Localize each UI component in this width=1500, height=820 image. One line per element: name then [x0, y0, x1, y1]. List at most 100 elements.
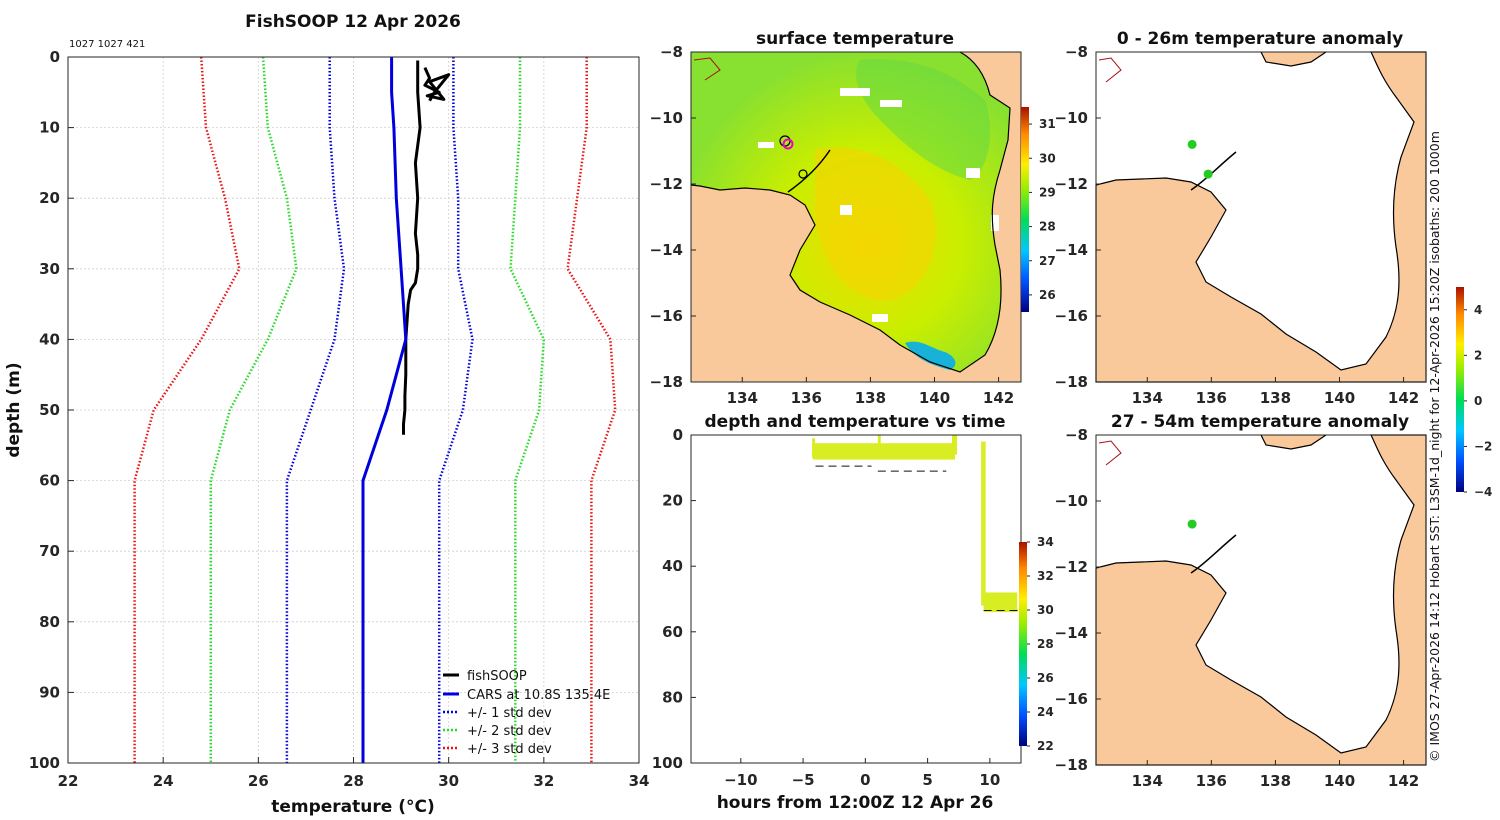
colorbar-label: −4: [1474, 485, 1492, 499]
map-y-label: −18: [1055, 373, 1088, 391]
y-tick-label: 100: [29, 754, 60, 772]
x-tick-label: 32: [533, 772, 554, 790]
x-tick-label: 26: [248, 772, 269, 790]
map-y-label: −10: [1055, 109, 1088, 127]
profile-grid: [67, 56, 640, 764]
map-y-label: −18: [650, 373, 683, 391]
sst-gulf-blue: [905, 341, 956, 370]
map-x-label: 138: [1260, 389, 1291, 407]
y-tick-label: 20: [39, 189, 60, 207]
cloud-gap: [880, 100, 902, 107]
cloud-gap: [991, 215, 999, 231]
cloud-gap: [966, 168, 980, 178]
sst-map: [690, 51, 1029, 383]
dt-spike: [812, 438, 816, 458]
anom2-map: 134 136 138 140 142 −8 −10 −12 −14 −16 −18: [1055, 426, 1427, 790]
dt-y-label: 60: [662, 623, 683, 641]
legend-label-fishsoop: fishSOOP: [467, 669, 527, 684]
anom-peninsula: [1190, 534, 1237, 574]
depth-time-frame: [690, 434, 1022, 764]
dt-segment-surface: [813, 443, 955, 460]
sst-ticks: 134 136 138 140 142 −8 −10 −12 −14 −16 −18 26 27 28 29…: [650, 43, 1056, 407]
series-line-1: [423, 66, 451, 102]
colorbar-label: 31: [1039, 117, 1056, 131]
map-x-label: 136: [791, 389, 822, 407]
y-tick-label: 70: [39, 542, 60, 560]
map-y-label: −10: [650, 109, 683, 127]
dt-spike: [952, 435, 957, 455]
anom-land: [1095, 51, 1427, 383]
colorbar-label: −2: [1474, 439, 1492, 453]
profile-legend: fishSOOP CARS at 10.8S 135.4E +/- 1 std …: [443, 669, 610, 757]
sst-river: [693, 57, 721, 81]
anom-north-land: [1260, 434, 1327, 450]
anom-point: [1187, 139, 1197, 149]
y-tick-label: 50: [39, 401, 60, 419]
header-numbers: 1027 1027 421: [69, 39, 145, 50]
map-x-label: 142: [1388, 389, 1419, 407]
anom-point: [1203, 169, 1213, 179]
anom1-title: 0 - 26m temperature anomaly: [1117, 29, 1403, 49]
map-x-label: 136: [1196, 389, 1227, 407]
map-y-label: −8: [660, 43, 683, 61]
dt-x-label: −5: [792, 771, 815, 789]
legend-label-std2: +/- 2 std dev: [467, 724, 552, 739]
map-y-label: −14: [1055, 241, 1088, 259]
side-note: © IMOS 27-Apr-2026 14:12 Hobart SST: L3S…: [1427, 131, 1442, 762]
anom-river: [1098, 440, 1122, 466]
colorbar-label: 28: [1037, 637, 1054, 651]
map-y-label: −14: [1055, 624, 1088, 642]
map-y-label: −16: [1055, 690, 1088, 708]
dt-y-label: 0: [673, 426, 683, 444]
dt-x-label: 10: [979, 771, 1000, 789]
depth-time-colorbar: [1019, 542, 1027, 746]
dt-segment-bottom: [983, 592, 1018, 613]
colorbar-label: 29: [1039, 185, 1056, 199]
map-x-label: 134: [1132, 389, 1163, 407]
series-line-3: [437, 57, 474, 763]
y-tick-label: 90: [39, 683, 60, 701]
depth-time-xlabel: hours from 12:00Z 12 Apr 26: [717, 793, 994, 813]
anom-point: [1187, 519, 1197, 529]
y-tick-label: 30: [39, 260, 60, 278]
x-tick-label: 34: [629, 772, 650, 790]
dt-y-label: 80: [662, 688, 683, 706]
colorbar-label: 2: [1474, 348, 1482, 362]
y-tick-label: 10: [39, 119, 60, 137]
colorbar-label: 30: [1039, 151, 1056, 165]
y-tick-label: 80: [39, 613, 60, 631]
anom1-map: 134 136 138 140 142 −8 −10 −12 −14 −16 −18: [1055, 43, 1427, 407]
colorbar-label: 22: [1037, 739, 1054, 753]
sst-marker-black-2: [798, 169, 808, 179]
map-y-label: −8: [1065, 43, 1088, 61]
map-x-label: 140: [1324, 772, 1355, 790]
sst-cloud-gaps: [758, 88, 999, 322]
map-x-label: 140: [1324, 389, 1355, 407]
map-y-label: −10: [1055, 492, 1088, 510]
anom2-title: 27 - 54m temperature anomaly: [1111, 412, 1409, 432]
x-tick-label: 28: [343, 772, 364, 790]
map-y-label: −12: [1055, 558, 1088, 576]
series-line-6: [209, 57, 298, 763]
series-line-4: [285, 57, 346, 763]
x-tick-label: 22: [58, 772, 79, 790]
colorbar-label: 30: [1037, 603, 1054, 617]
series-line-8: [133, 57, 241, 763]
map-x-label: 140: [919, 389, 950, 407]
x-tick-label: 30: [438, 772, 459, 790]
sst-warm-patch: [815, 147, 936, 301]
map-y-label: −16: [650, 307, 683, 325]
y-tick-label: 40: [39, 330, 60, 348]
sst-colorbar: [1021, 107, 1029, 312]
map-x-label: 142: [983, 389, 1014, 407]
profile-series: [133, 57, 617, 763]
series-line-0: [402, 60, 422, 435]
anom-north-land: [1260, 51, 1327, 67]
dt-y-label: 100: [652, 754, 683, 772]
map-x-label: 134: [727, 389, 758, 407]
sst-peninsula: [787, 149, 831, 193]
depth-time-marks: [812, 435, 1021, 613]
y-tick-label: 60: [39, 472, 60, 490]
x-tick-label: 24: [153, 772, 174, 790]
